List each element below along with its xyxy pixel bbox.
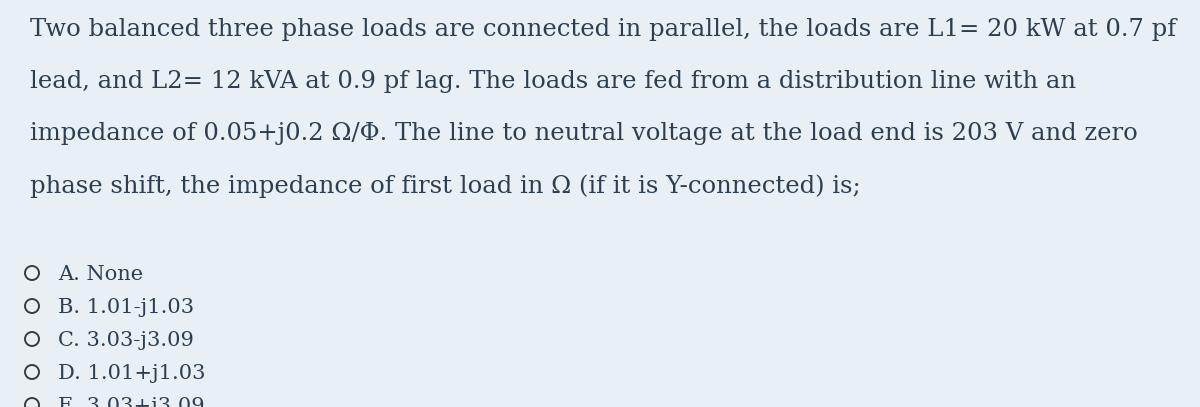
Text: phase shift, the impedance of first load in Ω (if it is Y-connected) is;: phase shift, the impedance of first load… xyxy=(30,174,860,197)
Text: impedance of 0.05+j0.2 Ω/Φ. The line to neutral voltage at the load end is 203 V: impedance of 0.05+j0.2 Ω/Φ. The line to … xyxy=(30,122,1138,145)
Text: Two balanced three phase loads are connected in parallel, the loads are L1= 20 k: Two balanced three phase loads are conne… xyxy=(30,18,1176,41)
Text: A. None: A. None xyxy=(58,265,143,284)
Text: B. 1.01-j1.03: B. 1.01-j1.03 xyxy=(58,298,194,317)
Text: lead, and L2= 12 kVA at 0.9 pf lag. The loads are fed from a distribution line w: lead, and L2= 12 kVA at 0.9 pf lag. The … xyxy=(30,70,1076,93)
Text: E. 3.03+j3.09: E. 3.03+j3.09 xyxy=(58,397,205,407)
Text: C. 3.03-j3.09: C. 3.03-j3.09 xyxy=(58,331,194,350)
Text: D. 1.01+j1.03: D. 1.01+j1.03 xyxy=(58,364,205,383)
